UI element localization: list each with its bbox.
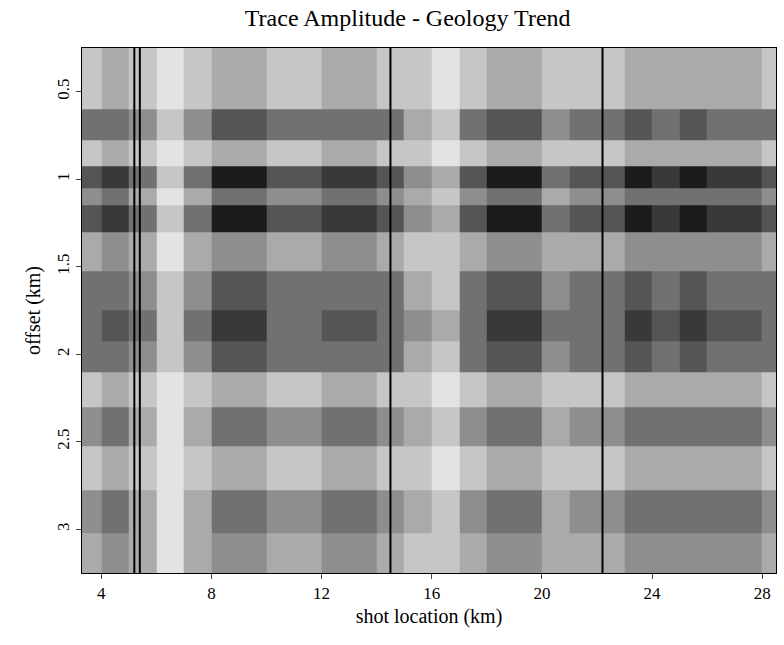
svg-text:16: 16 [423,584,440,603]
svg-text:8: 8 [207,584,216,603]
svg-text:2: 2 [54,347,73,356]
svg-text:12: 12 [313,584,330,603]
svg-text:20: 20 [533,584,550,603]
svg-text:24: 24 [644,584,662,603]
svg-text:shot location (km): shot location (km) [356,605,503,628]
svg-text:1.5: 1.5 [54,254,73,275]
svg-text:0.5: 0.5 [54,79,73,100]
svg-text:28: 28 [754,584,771,603]
svg-text:2.5: 2.5 [54,429,73,450]
svg-text:offset (km): offset (km) [22,266,45,355]
svg-text:1: 1 [54,172,73,181]
svg-text:4: 4 [97,584,106,603]
svg-text:3: 3 [54,522,73,531]
svg-text:Trace Amplitude - Geology Tren: Trace Amplitude - Geology Trend [245,5,571,31]
